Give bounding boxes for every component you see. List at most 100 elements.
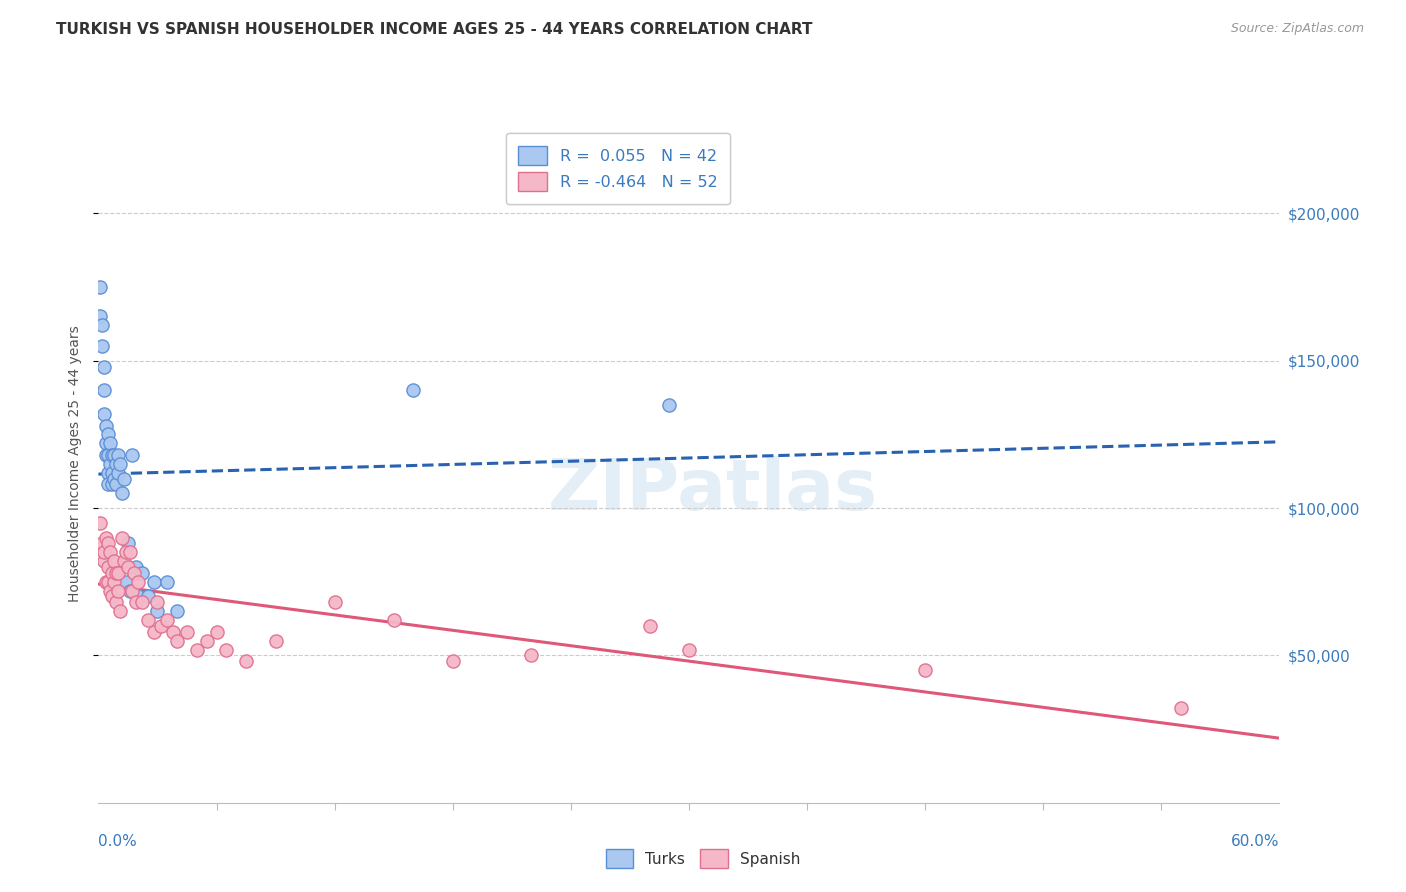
Point <box>93 383 115 397</box>
Point <box>112 472 135 486</box>
Point <box>101 448 124 462</box>
Point <box>103 554 125 568</box>
Point <box>678 642 700 657</box>
Point <box>96 574 118 589</box>
Point <box>156 574 179 589</box>
Point <box>402 383 425 397</box>
Point <box>323 595 346 609</box>
Point <box>205 624 228 639</box>
Point <box>121 583 143 598</box>
Point <box>93 554 115 568</box>
Point <box>156 613 179 627</box>
Point <box>914 663 936 677</box>
Legend: Turks, Spanish: Turks, Spanish <box>598 841 808 875</box>
Point <box>91 536 114 550</box>
Point <box>89 516 111 530</box>
Text: Source: ZipAtlas.com: Source: ZipAtlas.com <box>1230 22 1364 36</box>
Point <box>142 624 165 639</box>
Point <box>97 536 120 550</box>
Point <box>115 574 138 589</box>
Point <box>97 448 120 462</box>
Point <box>121 448 143 462</box>
Point <box>1170 701 1192 715</box>
Point <box>146 595 169 609</box>
Point <box>97 574 120 589</box>
Point <box>101 566 124 580</box>
Point <box>105 566 128 580</box>
Point <box>195 633 218 648</box>
Y-axis label: Householder Income Ages 25 - 44 years: Householder Income Ages 25 - 44 years <box>69 326 83 602</box>
Point <box>96 418 118 433</box>
Point <box>176 624 198 639</box>
Point <box>215 642 238 657</box>
Point <box>107 566 129 580</box>
Point <box>146 604 169 618</box>
Point <box>125 560 148 574</box>
Point <box>89 310 111 324</box>
Point <box>97 427 120 442</box>
Point <box>125 595 148 609</box>
Point <box>91 339 114 353</box>
Legend: R =  0.055   N = 42, R = -0.464   N = 52: R = 0.055 N = 42, R = -0.464 N = 52 <box>506 133 731 203</box>
Point <box>264 633 287 648</box>
Point <box>103 448 125 462</box>
Point <box>101 590 124 604</box>
Point <box>118 583 141 598</box>
Point <box>127 590 149 604</box>
Text: ZIPatlas: ZIPatlas <box>547 457 877 525</box>
Point <box>117 536 139 550</box>
Point <box>101 477 124 491</box>
Point <box>108 604 131 618</box>
Point <box>136 590 159 604</box>
Text: 0.0%: 0.0% <box>98 834 138 849</box>
Point <box>96 448 118 462</box>
Point <box>98 583 121 598</box>
Point <box>118 545 141 559</box>
Point <box>131 595 153 609</box>
Point <box>93 359 115 374</box>
Point <box>98 457 121 471</box>
Point <box>107 448 129 462</box>
Point <box>101 466 124 480</box>
Point <box>382 613 405 627</box>
Point <box>162 624 184 639</box>
Point <box>98 545 121 559</box>
Point <box>96 436 118 450</box>
Point <box>136 613 159 627</box>
Point <box>111 486 134 500</box>
Point <box>150 619 173 633</box>
Point <box>142 574 165 589</box>
Point <box>97 560 120 574</box>
Point <box>638 619 661 633</box>
Point <box>166 604 188 618</box>
Point <box>127 574 149 589</box>
Point <box>117 560 139 574</box>
Text: 60.0%: 60.0% <box>1232 834 1279 849</box>
Text: TURKISH VS SPANISH HOUSEHOLDER INCOME AGES 25 - 44 YEARS CORRELATION CHART: TURKISH VS SPANISH HOUSEHOLDER INCOME AG… <box>56 22 813 37</box>
Point <box>105 457 128 471</box>
Point <box>103 472 125 486</box>
Point <box>111 531 134 545</box>
Point <box>107 466 129 480</box>
Point <box>103 574 125 589</box>
Point <box>105 595 128 609</box>
Point <box>186 642 208 657</box>
Point <box>96 531 118 545</box>
Point <box>93 545 115 559</box>
Point <box>108 457 131 471</box>
Point <box>441 654 464 668</box>
Point <box>97 477 120 491</box>
Point <box>235 654 257 668</box>
Point <box>112 554 135 568</box>
Point <box>98 436 121 450</box>
Point <box>91 318 114 333</box>
Point <box>131 566 153 580</box>
Point <box>97 466 120 480</box>
Point <box>93 407 115 421</box>
Point <box>105 477 128 491</box>
Point <box>166 633 188 648</box>
Point <box>115 545 138 559</box>
Point <box>520 648 543 663</box>
Point <box>107 583 129 598</box>
Point <box>122 566 145 580</box>
